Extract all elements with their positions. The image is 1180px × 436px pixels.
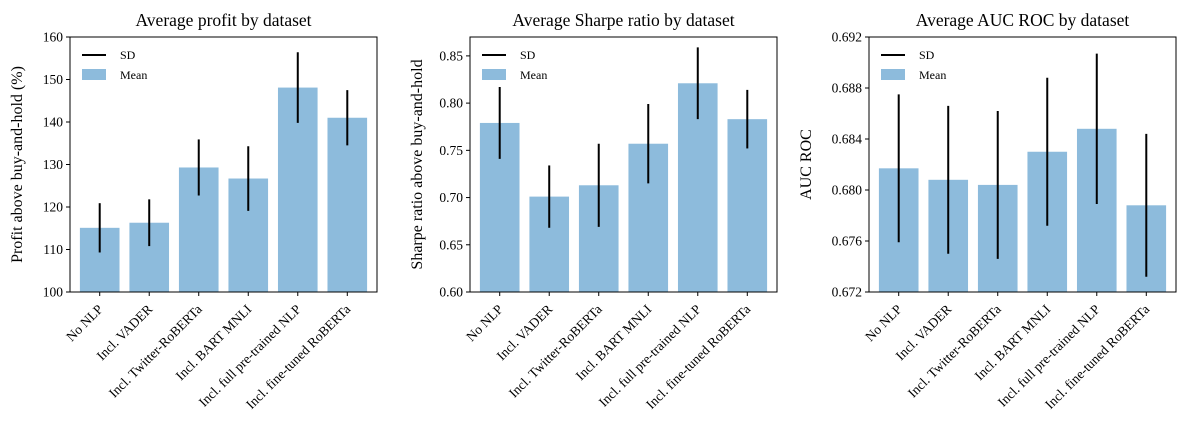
- x-tick-label: Incl. fine-tuned RoBERTa: [643, 302, 753, 412]
- y-tick-label: 120: [43, 200, 64, 215]
- legend-mean-swatch: [881, 69, 905, 80]
- y-tick-label: 110: [43, 242, 63, 257]
- chart-panel-3: Average AUC ROC by dataset 0.672 0.676 0.68…: [798, 10, 1177, 412]
- legend-sd-label: SD: [919, 48, 935, 62]
- y-tick-label: 0.75: [439, 143, 463, 158]
- y-tick-label: 0.80: [439, 96, 463, 111]
- bar-mean-6: [327, 117, 368, 292]
- y-tick-label: 0.676: [832, 234, 863, 249]
- x-tick-label: Incl. fine-tuned RoBERTa: [243, 302, 353, 412]
- y-tick-label: 0.684: [832, 132, 863, 147]
- x-tick-label: No NLP: [63, 302, 106, 345]
- legend-sd-label: SD: [520, 48, 536, 62]
- y-tick-label: 0.680: [832, 183, 863, 198]
- y-tick-label: 0.85: [439, 48, 463, 63]
- legend-mean-label: Mean: [919, 68, 946, 82]
- plot-frame: [469, 36, 778, 293]
- x-tick-label: Incl. Twitter-RoBERTa: [106, 302, 205, 401]
- legend-mean-swatch: [82, 69, 106, 80]
- x-tick-label: No NLP: [862, 302, 905, 345]
- legend-mean-label: Mean: [120, 68, 147, 82]
- legend-mean-swatch: [482, 69, 506, 80]
- y-tick-label: 0.65: [439, 237, 463, 252]
- y-tick-label: 130: [43, 157, 64, 172]
- chart-title: Average Sharpe ratio by dataset: [512, 10, 734, 30]
- x-tick-label: Incl. Twitter-RoBERTa: [506, 302, 605, 401]
- chart-title: Average profit by dataset: [135, 10, 311, 30]
- x-tick-label: No NLP: [463, 302, 506, 345]
- x-tick-label: Incl. Twitter-RoBERTa: [905, 302, 1004, 401]
- y-tick-label: 0.60: [439, 285, 463, 300]
- x-tick-label: Incl. fine-tuned RoBERTa: [1042, 302, 1152, 412]
- plot-frame: [868, 36, 1177, 293]
- legend-mean-label: Mean: [520, 68, 547, 82]
- y-tick-label: 150: [43, 72, 64, 87]
- y-tick-label: 0.70: [439, 190, 463, 205]
- chart-panel-2: Average Sharpe ratio by dataset 0.60 0.65 0…: [409, 10, 778, 412]
- y-tick-label: 100: [43, 285, 64, 300]
- chart-title: Average AUC ROC by dataset: [916, 10, 1130, 30]
- legend-sd-label: SD: [120, 48, 136, 62]
- y-tick-label: 0.688: [832, 81, 863, 96]
- y-tick-label: 160: [43, 30, 64, 45]
- y-axis-label: Sharpe ratio above buy-and-hold: [409, 59, 426, 269]
- chart-panel-1: Average profit by dataset 100 110 120 130 140…: [9, 10, 378, 412]
- y-tick-label: 140: [43, 115, 64, 130]
- y-tick-label: 0.672: [832, 285, 862, 300]
- y-tick-label: 0.692: [832, 30, 862, 45]
- y-axis-label: Profit above buy-and-hold (%): [9, 66, 26, 263]
- y-axis-label: AUC ROC: [798, 129, 815, 200]
